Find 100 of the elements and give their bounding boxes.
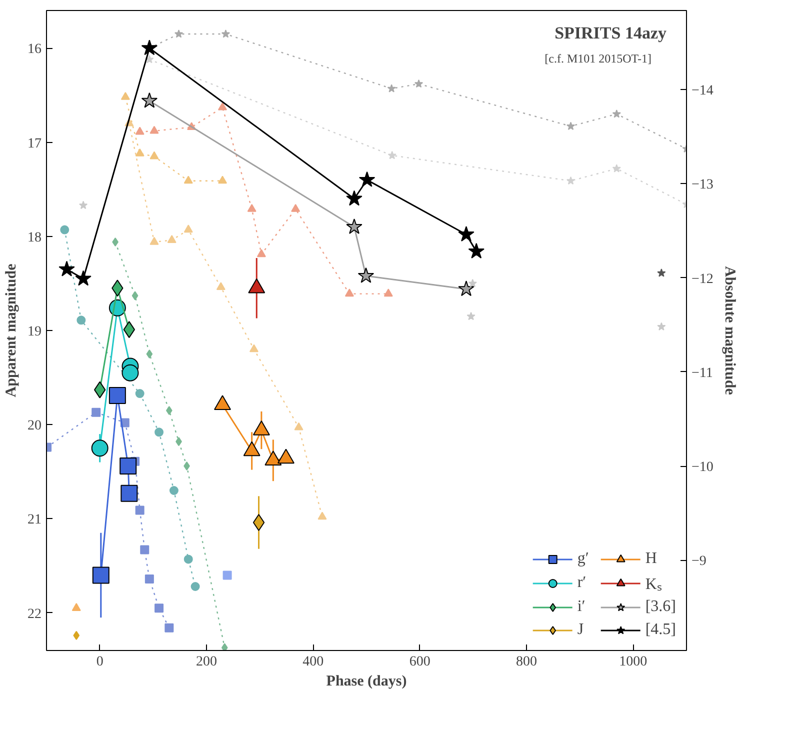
legend-label: g′ xyxy=(577,550,590,568)
point xyxy=(218,176,227,184)
text: SPIRITS 14azy xyxy=(554,24,667,42)
y-tick-label: 16 xyxy=(28,42,42,58)
legend-label: [3.6] xyxy=(645,598,676,616)
point xyxy=(294,422,304,430)
point xyxy=(132,291,138,300)
point xyxy=(414,79,424,88)
point xyxy=(184,224,193,233)
legend-label: H xyxy=(645,550,658,568)
point xyxy=(141,92,158,108)
y2-tick-label: −9 xyxy=(692,554,706,570)
y-tick-label: 18 xyxy=(28,230,42,246)
point xyxy=(458,226,474,242)
y2-tick-label: −12 xyxy=(692,272,714,287)
y2-tick-label: −10 xyxy=(692,460,714,476)
point xyxy=(318,512,327,520)
point xyxy=(72,603,81,611)
point xyxy=(387,84,396,92)
y-tick-label: 22 xyxy=(28,606,42,622)
point xyxy=(184,176,193,184)
x-tick-label: 600 xyxy=(409,654,430,670)
point xyxy=(256,249,266,258)
point xyxy=(252,514,265,531)
point xyxy=(92,566,110,584)
point xyxy=(612,164,621,172)
point xyxy=(344,288,354,297)
point xyxy=(657,268,666,277)
legend-label: J xyxy=(577,621,585,639)
point xyxy=(91,440,108,457)
point xyxy=(167,235,176,243)
point xyxy=(174,30,184,38)
point xyxy=(388,150,396,160)
point xyxy=(154,428,164,437)
legend-label: r′ xyxy=(577,574,588,592)
point xyxy=(58,260,75,276)
point xyxy=(218,102,227,110)
x-tick-label: 800 xyxy=(516,654,537,670)
legend-label: i′ xyxy=(577,598,586,616)
point xyxy=(612,110,621,118)
point xyxy=(566,176,576,185)
point xyxy=(76,316,86,325)
point xyxy=(140,545,150,554)
legend-label: [4.5] xyxy=(645,621,676,639)
point xyxy=(468,278,477,288)
point xyxy=(166,406,172,415)
point xyxy=(73,630,80,640)
point xyxy=(346,190,362,206)
point xyxy=(92,408,101,417)
point xyxy=(122,364,139,382)
point xyxy=(141,40,158,56)
point xyxy=(108,386,126,404)
y-tick-label: 17 xyxy=(28,136,42,152)
x-tick-label: 400 xyxy=(302,654,324,670)
y-axis-title: Apparent magnitude xyxy=(4,263,20,398)
point xyxy=(120,484,138,502)
point xyxy=(184,554,193,564)
point xyxy=(150,126,159,134)
point xyxy=(75,270,92,286)
point xyxy=(78,200,88,210)
point xyxy=(146,350,153,359)
point xyxy=(221,30,230,38)
text: [c.f. M101 2015OT-1] xyxy=(544,52,652,66)
legend-label: Kₛ xyxy=(645,575,663,594)
x-tick-label: 1000 xyxy=(619,654,648,670)
point xyxy=(249,344,258,352)
point xyxy=(169,486,178,495)
point xyxy=(150,151,159,160)
point xyxy=(144,574,154,584)
x-tick-label: 200 xyxy=(196,654,217,670)
point xyxy=(466,312,476,320)
point xyxy=(120,458,137,475)
y-tick-label: 20 xyxy=(28,418,42,434)
point xyxy=(358,171,376,187)
point xyxy=(221,643,228,650)
y2-tick-label: −13 xyxy=(692,178,714,193)
point xyxy=(358,267,374,283)
point xyxy=(135,389,144,398)
y2-tick-label: −14 xyxy=(692,84,714,99)
point xyxy=(247,204,256,212)
y-tick-label: 21 xyxy=(28,512,42,528)
point xyxy=(164,623,174,632)
point xyxy=(190,582,200,591)
point xyxy=(458,280,474,296)
y2-axis-title: Absolute magnitude xyxy=(721,266,738,396)
point xyxy=(135,126,144,135)
point xyxy=(145,54,154,64)
point xyxy=(346,218,362,234)
point xyxy=(154,604,164,613)
y-tick-label: 19 xyxy=(28,324,42,340)
point xyxy=(120,92,130,100)
point xyxy=(566,122,576,130)
x-axis-title: Phase (days) xyxy=(326,674,407,690)
point xyxy=(468,242,484,258)
point xyxy=(291,204,300,212)
point xyxy=(150,236,159,245)
point xyxy=(384,288,393,297)
x-tick-label: 0 xyxy=(96,654,104,670)
point xyxy=(222,570,232,580)
point xyxy=(135,506,144,515)
